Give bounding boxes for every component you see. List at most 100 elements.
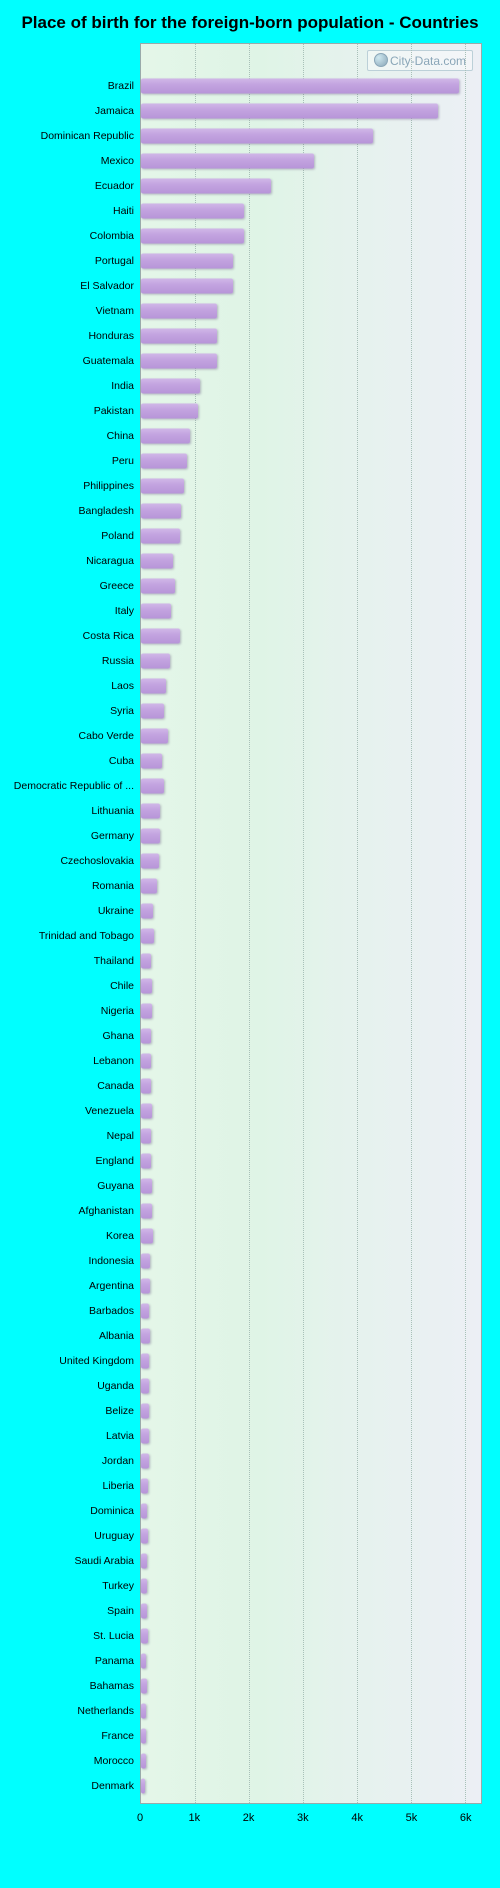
bar [141,878,157,893]
bar-label: Vietnam [12,305,134,317]
bar-label: Pakistan [12,405,134,417]
bar [141,678,166,693]
bar-row: Romania [12,873,488,898]
bar-label: Jordan [12,1455,134,1467]
bar-label: Guyana [12,1180,134,1192]
bar [141,1003,152,1018]
bar-label: Morocco [12,1755,134,1767]
bar [141,1703,146,1718]
bar-row: Dominica [12,1498,488,1523]
bar-row: Costa Rica [12,623,488,648]
bar-label: Germany [12,830,134,842]
bar [141,1078,151,1093]
bar-row: Cabo Verde [12,723,488,748]
bar [141,153,314,168]
bar [141,453,187,468]
bar [141,1653,146,1668]
bar-label: Portugal [12,255,134,267]
bar-label: Costa Rica [12,630,134,642]
bar [141,1578,147,1593]
bar [141,828,160,843]
bar-label: Canada [12,1080,134,1092]
bar [141,728,168,743]
bar-row: Syria [12,698,488,723]
bar-row: Democratic Republic of ... [12,773,488,798]
bar-row: Indonesia [12,1248,488,1273]
bar [141,1478,148,1493]
bar-label: Panama [12,1655,134,1667]
bar-row: Turkey [12,1573,488,1598]
bar [141,1353,149,1368]
bar [141,1303,149,1318]
bar-label: Ukraine [12,905,134,917]
bar [141,553,173,568]
bar [141,703,164,718]
bar [141,778,164,793]
bar-row: Jamaica [12,98,488,123]
bar [141,578,175,593]
bar-row: Thailand [12,948,488,973]
bar-label: Turkey [12,1580,134,1592]
bar [141,303,217,318]
bar-label: Dominica [12,1505,134,1517]
bar-label: Mexico [12,155,134,167]
bar-row: Uganda [12,1373,488,1398]
bar-row: Netherlands [12,1698,488,1723]
bar-row: Latvia [12,1423,488,1448]
bar-label: Poland [12,530,134,542]
bar-row: Canada [12,1073,488,1098]
bar-row: Ecuador [12,173,488,198]
bar-label: Albania [12,1330,134,1342]
bar [141,1678,147,1693]
bar-label: China [12,430,134,442]
bar-label: Denmark [12,1780,134,1792]
bar-row: Albania [12,1323,488,1348]
bar-label: Afghanistan [12,1205,134,1217]
bar-row: China [12,423,488,448]
bar [141,253,233,268]
bar-label: Czechoslovakia [12,855,134,867]
x-tick: 3k [297,1812,309,1824]
x-axis: 01k2k3k4k5k6k [140,1806,482,1834]
bar-row: Panama [12,1648,488,1673]
bar-row: Laos [12,673,488,698]
bar-label: Netherlands [12,1705,134,1717]
x-tick: 6k [460,1812,472,1824]
bar-label: Brazil [12,80,134,92]
bar-label: Cabo Verde [12,730,134,742]
bar [141,653,170,668]
bar-label: Italy [12,605,134,617]
bar-label: Jamaica [12,105,134,117]
bar-row: Afghanistan [12,1198,488,1223]
bar-row: India [12,373,488,398]
bar-row: Trinidad and Tobago [12,923,488,948]
bar [141,178,271,193]
bar [141,1378,149,1393]
bar-row: Mexico [12,148,488,173]
bar-row: Barbados [12,1298,488,1323]
bar-row: Italy [12,598,488,623]
bar-row: Portugal [12,248,488,273]
bar-label: Lebanon [12,1055,134,1067]
bar [141,1253,150,1268]
bar [141,628,180,643]
bar-row: Pakistan [12,398,488,423]
bar [141,1403,149,1418]
bar-row: Korea [12,1223,488,1248]
bar [141,953,151,968]
bar-label: Lithuania [12,805,134,817]
bar-label: St. Lucia [12,1630,134,1642]
bar-label: Democratic Republic of ... [12,780,134,792]
bar [141,1128,151,1143]
bar [141,1753,146,1768]
bar [141,1728,146,1743]
bar-row: Jordan [12,1448,488,1473]
bar [141,1228,153,1243]
bar-label: France [12,1730,134,1742]
bar-label: Ghana [12,1030,134,1042]
bar-label: Uganda [12,1380,134,1392]
bar-label: Haiti [12,205,134,217]
bar [141,103,438,118]
bar [141,803,160,818]
bar-row: Nepal [12,1123,488,1148]
